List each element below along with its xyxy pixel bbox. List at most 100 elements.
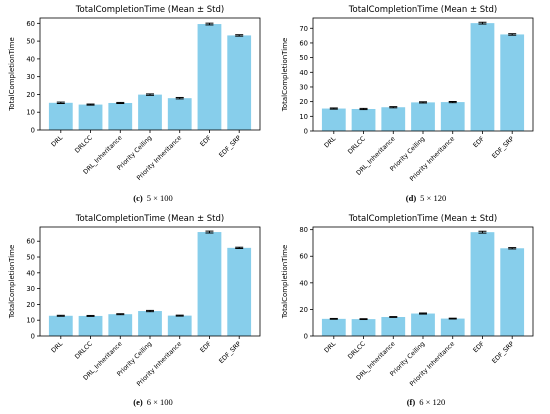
x-tick-label: DRL bbox=[50, 134, 64, 148]
bar-priority-ceiling bbox=[411, 102, 435, 131]
chart-panel-2: TotalCompletionTime (Mean ± Std) TotalCom… bbox=[8, 214, 261, 407]
y-tick-label: 10 bbox=[26, 317, 35, 325]
x-tick-label: EDF bbox=[472, 340, 486, 354]
caption-text: 6 × 120 bbox=[419, 397, 445, 407]
bar-drl bbox=[321, 108, 346, 131]
bar-drl bbox=[321, 318, 346, 336]
chart-panel-3: TotalCompletionTime (Mean ± Std) TotalCom… bbox=[281, 214, 534, 407]
y-tick-label: 20 bbox=[26, 91, 35, 99]
y-tick-label: 20 bbox=[299, 306, 308, 314]
y-tick-label: 0 bbox=[304, 333, 308, 341]
x-tick-label: DRL bbox=[323, 340, 337, 354]
bar-edf-srp bbox=[227, 35, 252, 130]
caption-text: 6 × 100 bbox=[147, 397, 173, 407]
y-axis-label: TotalCompletionTime bbox=[8, 245, 16, 320]
plot-frame bbox=[312, 17, 534, 132]
caption-label: (f) bbox=[407, 397, 416, 407]
y-tick-label: 10 bbox=[299, 113, 308, 121]
bar-priority-inheritance bbox=[167, 315, 192, 336]
bar-edf-srp bbox=[500, 34, 525, 131]
bar-priority-ceiling bbox=[411, 313, 435, 336]
y-axis-label: TotalCompletionTime bbox=[281, 38, 289, 113]
bar-drlcc bbox=[78, 104, 103, 130]
bar-priority-ceiling bbox=[138, 311, 162, 336]
bar-drlcc bbox=[351, 108, 376, 131]
figure-caption: (f) 6 × 120 bbox=[407, 397, 446, 407]
plot-frame bbox=[39, 17, 261, 131]
y-tick-label: 60 bbox=[26, 238, 35, 246]
chart-title: TotalCompletionTime (Mean ± Std) bbox=[75, 214, 224, 224]
y-tick-label: 30 bbox=[299, 83, 308, 91]
y-tick-label: 80 bbox=[299, 226, 308, 234]
x-tick-label: EDF bbox=[199, 340, 213, 354]
x-tick-label: DRLCC bbox=[74, 340, 95, 361]
plot-frame bbox=[39, 226, 261, 337]
x-tick-label: DRLCC bbox=[347, 135, 368, 156]
y-tick-label: 40 bbox=[299, 69, 308, 77]
bar-priority-ceiling bbox=[138, 94, 162, 130]
bar-drlcc bbox=[351, 319, 376, 336]
y-tick-label: 60 bbox=[299, 39, 308, 47]
caption-label: (e) bbox=[133, 397, 143, 407]
y-tick-label: 30 bbox=[26, 73, 35, 81]
y-tick-label: 20 bbox=[299, 98, 308, 106]
bar-drl-inheritance bbox=[381, 107, 406, 131]
y-tick-label: 50 bbox=[26, 254, 35, 262]
y-axis-label: TotalCompletionTime bbox=[281, 245, 289, 320]
bar-priority-inheritance bbox=[440, 102, 465, 131]
y-axis-label: TotalCompletionTime bbox=[8, 37, 16, 112]
bar-drl-inheritance bbox=[381, 316, 406, 336]
y-tick-label: 10 bbox=[26, 109, 35, 117]
x-tick-label: DRL bbox=[323, 135, 337, 149]
x-tick-label: DRLCC bbox=[347, 340, 368, 361]
x-tick-label: EDF_SRP bbox=[218, 340, 243, 365]
x-tick-label: DRLCC bbox=[74, 134, 95, 155]
y-tick-label: 60 bbox=[299, 253, 308, 261]
chart-panel-0: TotalCompletionTime (Mean ± Std) TotalCom… bbox=[8, 5, 261, 203]
x-tick-label: EDF_SRP bbox=[491, 340, 516, 365]
plot-frame bbox=[312, 226, 534, 337]
caption-label: (c) bbox=[133, 193, 143, 203]
bar-edf-srp bbox=[500, 248, 525, 336]
y-tick-label: 0 bbox=[31, 127, 35, 135]
x-tick-label: EDF bbox=[199, 134, 213, 148]
caption-text: 5 × 120 bbox=[420, 193, 446, 203]
bar-priority-inheritance bbox=[440, 318, 465, 336]
y-tick-label: 50 bbox=[299, 54, 308, 62]
bar-edf bbox=[470, 232, 495, 336]
bar-edf-srp bbox=[227, 247, 252, 336]
bar-drl-inheritance bbox=[108, 314, 133, 336]
figure-caption: (c) 5 × 100 bbox=[133, 193, 172, 203]
chart-title: TotalCompletionTime (Mean ± Std) bbox=[75, 5, 224, 15]
y-tick-label: 40 bbox=[26, 55, 35, 63]
caption-label: (d) bbox=[406, 193, 417, 203]
bar-edf bbox=[470, 23, 495, 131]
bar-drl-inheritance bbox=[108, 102, 133, 130]
y-tick-label: 30 bbox=[26, 285, 35, 293]
y-tick-label: 50 bbox=[26, 38, 35, 46]
chart-title: TotalCompletionTime (Mean ± Std) bbox=[348, 5, 497, 15]
y-tick-label: 40 bbox=[299, 279, 308, 287]
x-tick-label: EDF bbox=[472, 135, 486, 149]
x-tick-label: DRL bbox=[50, 340, 64, 354]
bar-priority-inheritance bbox=[167, 98, 192, 130]
chart-title: TotalCompletionTime (Mean ± Std) bbox=[348, 214, 497, 224]
x-tick-label: EDF_SRP bbox=[491, 135, 516, 160]
figure-caption: (d) 5 × 120 bbox=[406, 193, 446, 203]
figure-caption: (e) 6 × 100 bbox=[133, 397, 172, 407]
bar-drlcc bbox=[78, 315, 103, 336]
y-tick-label: 70 bbox=[299, 25, 308, 33]
x-tick-label: EDF_SRP bbox=[218, 134, 243, 159]
y-tick-label: 0 bbox=[304, 128, 308, 136]
bar-edf bbox=[197, 232, 222, 336]
y-tick-label: 40 bbox=[26, 269, 35, 277]
y-tick-label: 60 bbox=[26, 20, 35, 28]
bar-drl bbox=[48, 315, 73, 336]
bar-edf bbox=[197, 24, 222, 130]
y-tick-label: 0 bbox=[31, 333, 35, 341]
bar-drl bbox=[48, 102, 73, 130]
y-tick-label: 20 bbox=[26, 301, 35, 309]
caption-text: 5 × 100 bbox=[147, 193, 173, 203]
chart-panel-1: TotalCompletionTime (Mean ± Std) TotalCom… bbox=[281, 5, 534, 203]
